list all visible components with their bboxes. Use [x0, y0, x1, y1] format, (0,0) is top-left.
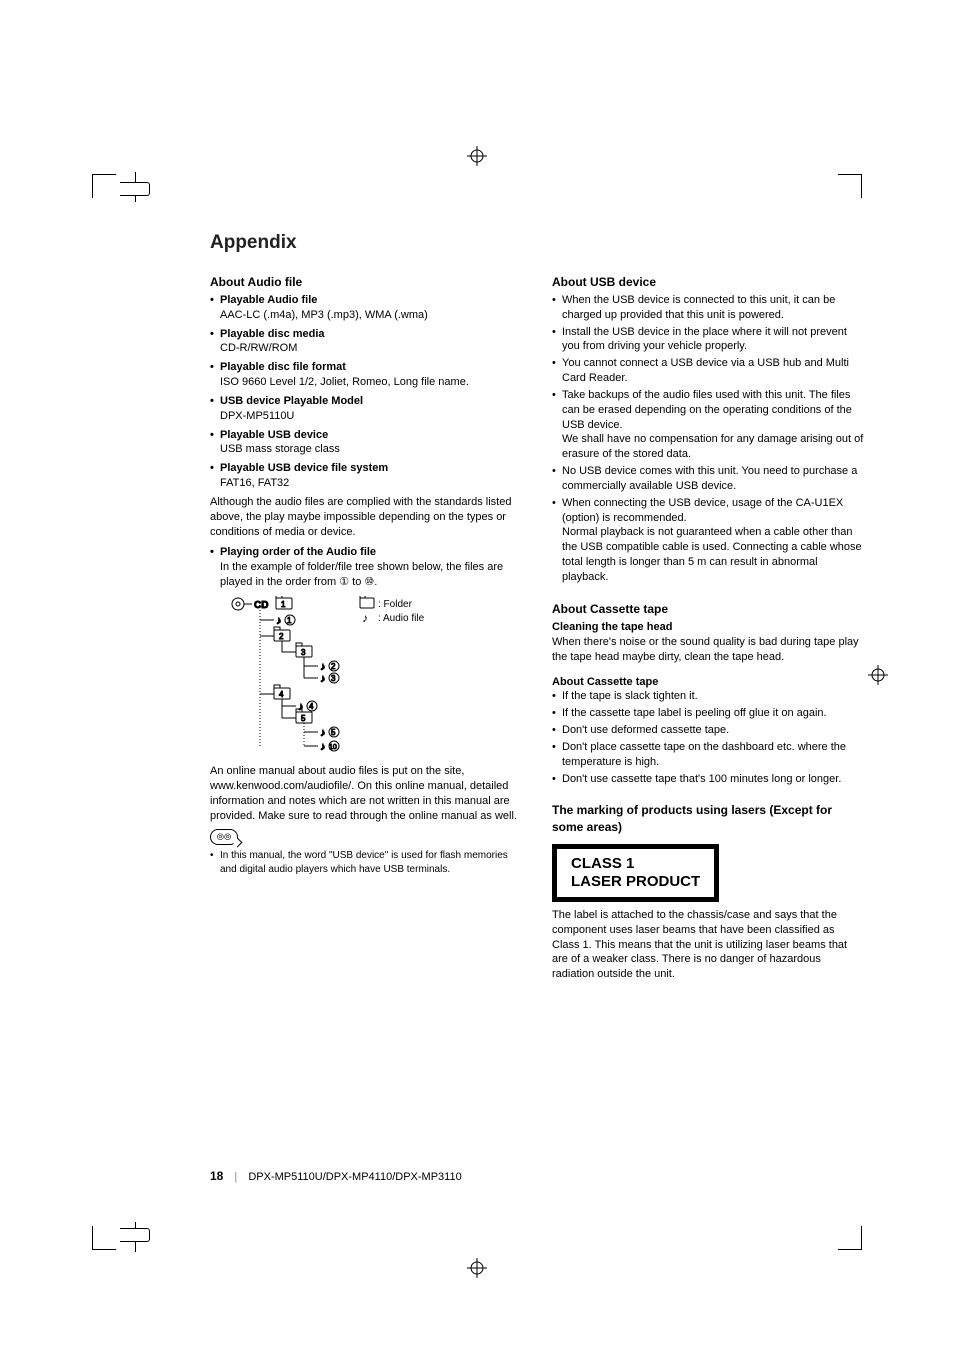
svg-text:♪: ♪	[362, 611, 368, 625]
list-item: If the cassette tape label is peeling of…	[552, 706, 864, 721]
svg-text:10: 10	[329, 744, 337, 751]
folder-tree-diagram: CD 1 ♪ 1 2 3	[230, 596, 522, 756]
page-footer: 18 | DPX-MP5110U/DPX-MP4110/DPX-MP3110	[210, 1168, 462, 1185]
paragraph: Although the audio files are complied wi…	[210, 495, 522, 540]
list-item: Don't use cassette tape that's 100 minut…	[552, 772, 864, 787]
svg-text:3: 3	[301, 648, 306, 657]
tree-graphic: CD 1 ♪ 1 2 3	[230, 596, 450, 756]
svg-text:: Folder: : Folder	[378, 599, 413, 610]
svg-text:4: 4	[309, 702, 314, 711]
svg-text:CD: CD	[254, 600, 268, 611]
list-item: You cannot connect a USB device via a US…	[552, 356, 864, 386]
svg-text:2: 2	[279, 632, 284, 641]
cassette-list: If the tape is slack tighten it. If the …	[552, 689, 864, 786]
list-item: When connecting the USB device, usage of…	[552, 496, 864, 585]
list-item: If the tape is slack tighten it.	[552, 689, 864, 704]
section-heading: About USB device	[552, 274, 864, 290]
svg-text:5: 5	[301, 714, 306, 723]
list-item: Playable disc mediaCD-R/RW/ROM	[210, 327, 522, 357]
playing-order: Playing order of the Audio file In the e…	[210, 545, 522, 590]
list-item: No USB device comes with this unit. You …	[552, 464, 864, 494]
list-item: Playable USB device file systemFAT16, FA…	[210, 461, 522, 491]
note-icon: ⦾⦾	[210, 829, 238, 845]
list-item: Don't place cassette tape on the dashboa…	[552, 740, 864, 770]
audio-file-list: Playable Audio fileAAC-LC (.m4a), MP3 (.…	[210, 293, 522, 491]
two-column-layout: About Audio file Playable Audio fileAAC-…	[210, 274, 864, 988]
page-number: 18	[210, 1169, 223, 1183]
svg-text:3: 3	[331, 674, 336, 683]
section-heading: The marking of products using lasers (Ex…	[552, 802, 864, 834]
svg-text:5: 5	[331, 728, 336, 737]
left-column: About Audio file Playable Audio fileAAC-…	[210, 274, 522, 988]
svg-text:: Audio file: : Audio file	[378, 613, 425, 624]
page-content: Appendix About Audio file Playable Audio…	[0, 0, 954, 1350]
list-item: Playable Audio fileAAC-LC (.m4a), MP3 (.…	[210, 293, 522, 323]
model-list: DPX-MP5110U/DPX-MP4110/DPX-MP3110	[248, 1171, 461, 1183]
sub-heading: Cleaning the tape head	[552, 620, 864, 635]
paragraph: When there's noise or the sound quality …	[552, 635, 864, 665]
svg-text:♪: ♪	[276, 615, 282, 627]
paragraph: The label is attached to the chassis/cas…	[552, 908, 864, 982]
svg-text:2: 2	[331, 662, 336, 671]
laser-label-box: CLASS 1 LASER PRODUCT	[552, 844, 719, 902]
list-item: Take backups of the audio files used wit…	[552, 388, 864, 462]
section-heading: About Audio file	[210, 274, 522, 290]
svg-text:♪: ♪	[320, 741, 326, 753]
svg-text:♪: ♪	[298, 701, 304, 713]
list-item: Playable USB deviceUSB mass storage clas…	[210, 428, 522, 458]
sub-heading: About Cassette tape	[552, 675, 864, 690]
list-item: Playable disc file formatISO 9660 Level …	[210, 360, 522, 390]
usb-list: When the USB device is connected to this…	[552, 293, 864, 585]
svg-text:1: 1	[281, 600, 286, 609]
svg-text:1: 1	[287, 616, 292, 625]
svg-text:♪: ♪	[320, 727, 326, 739]
url-text: www.kenwood.com/audiofile/	[210, 780, 351, 792]
list-item: Playing order of the Audio file In the e…	[210, 545, 522, 590]
svg-text:4: 4	[279, 690, 284, 699]
paragraph: An online manual about audio files is pu…	[210, 764, 522, 823]
svg-text:♪: ♪	[320, 661, 326, 673]
note-text: In this manual, the word "USB device" is…	[210, 849, 522, 876]
separator: |	[234, 1171, 237, 1183]
list-item: USB device Playable ModelDPX-MP5110U	[210, 394, 522, 424]
list-item: Don't use deformed cassette tape.	[552, 723, 864, 738]
list-item: Install the USB device in the place wher…	[552, 325, 864, 355]
right-column: About USB device When the USB device is …	[552, 274, 864, 988]
list-item: When the USB device is connected to this…	[552, 293, 864, 323]
section-heading: About Cassette tape	[552, 601, 864, 617]
page-title: Appendix	[210, 230, 864, 256]
svg-text:♪: ♪	[320, 673, 326, 685]
note-block: ⦾⦾ In this manual, the word "USB device"…	[210, 829, 522, 876]
